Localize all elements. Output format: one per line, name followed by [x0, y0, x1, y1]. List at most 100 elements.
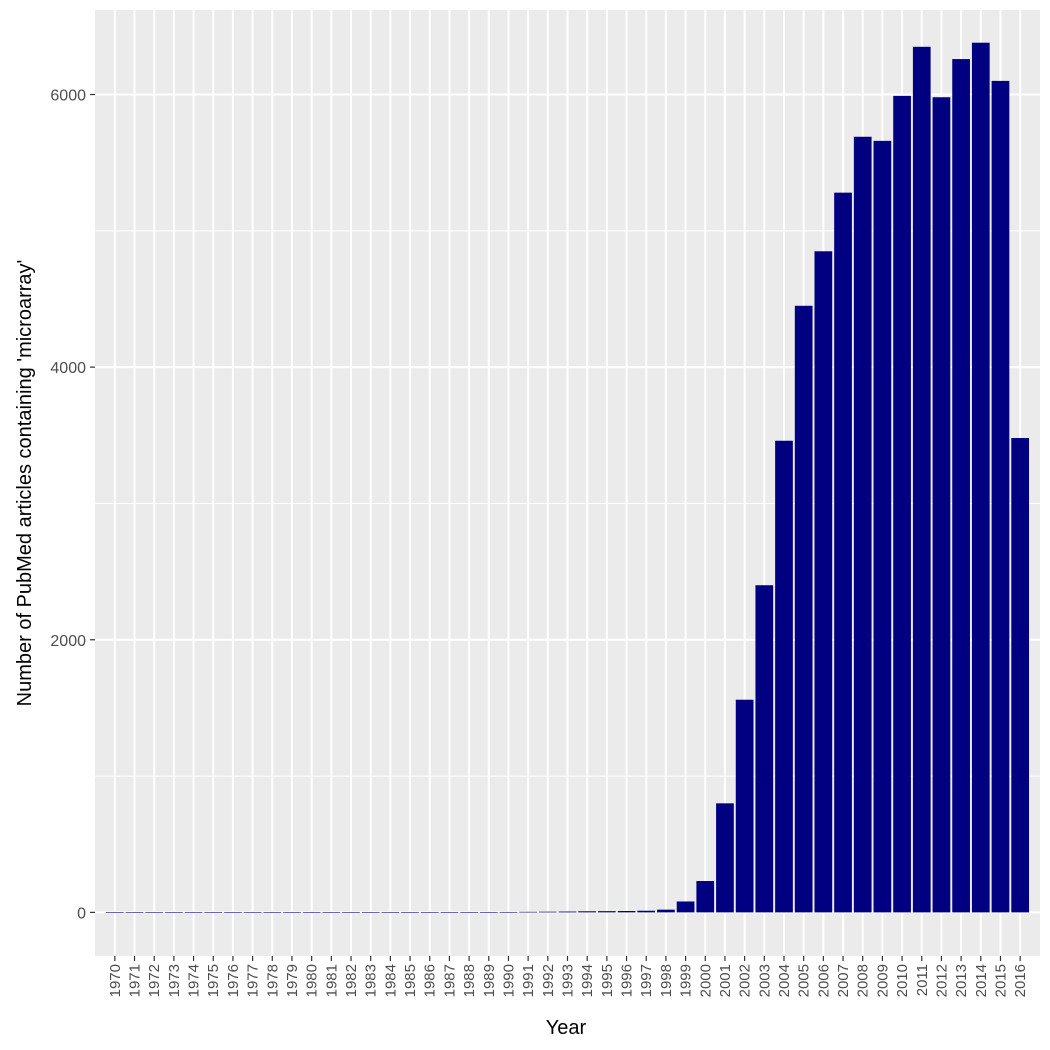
- y-axis-title: Number of PubMed articles containing 'mi…: [14, 260, 36, 707]
- bar: [283, 912, 301, 913]
- bar: [873, 140, 892, 913]
- x-tick-label: 1999: [678, 964, 695, 997]
- x-tick-label: 2009: [874, 964, 891, 997]
- x-axis: 1970 1971 1972 1973 1974 1975 1976 1977 1978 1979…: [107, 956, 1029, 997]
- bar: [637, 910, 656, 913]
- x-axis-title: Year: [546, 1017, 587, 1039]
- bar: [696, 881, 715, 913]
- bar: [794, 305, 813, 913]
- bar: [381, 912, 400, 913]
- x-tick-label: 1990: [500, 964, 517, 997]
- x-tick-label: 1978: [264, 964, 281, 997]
- bar: [834, 192, 852, 913]
- x-tick-label: 1996: [619, 964, 636, 997]
- bar: [361, 912, 380, 913]
- x-tick-label: 1979: [284, 964, 301, 997]
- x-tick-label: 2016: [1012, 964, 1029, 997]
- x-tick-label: 1971: [127, 964, 144, 997]
- x-tick-label: 1987: [441, 964, 458, 997]
- bar: [302, 912, 321, 913]
- bar: [971, 42, 990, 913]
- x-tick-label: 1986: [422, 964, 439, 997]
- x-tick-label: 1983: [363, 964, 380, 997]
- bar: [420, 912, 439, 913]
- bar: [224, 912, 242, 913]
- bar: [578, 911, 597, 913]
- x-tick-label: 2011: [914, 964, 931, 996]
- bar: [342, 912, 360, 913]
- bar: [893, 95, 911, 913]
- bar: [263, 912, 282, 913]
- x-tick-label: 2004: [776, 964, 793, 997]
- bar: [322, 912, 341, 913]
- x-tick-label: 2001: [717, 964, 734, 997]
- bar: [657, 909, 675, 913]
- x-tick-label: 1992: [540, 964, 557, 997]
- bar: [814, 251, 833, 913]
- bars: [105, 42, 1030, 913]
- x-tick-label: 1976: [225, 964, 242, 997]
- x-tick-label: 2000: [697, 964, 714, 997]
- x-tick-label: 2003: [756, 964, 773, 997]
- x-tick-label: 1995: [599, 964, 616, 997]
- bar: [519, 911, 537, 913]
- bar: [558, 911, 577, 913]
- x-tick-label: 2014: [973, 964, 990, 997]
- bar: [676, 901, 695, 913]
- bar: [598, 911, 616, 913]
- x-tick-label: 2015: [992, 964, 1009, 997]
- x-tick-label: 1973: [166, 964, 183, 997]
- bar: [538, 911, 557, 913]
- x-tick-label: 1984: [382, 964, 399, 997]
- x-tick-label: 1994: [579, 964, 596, 997]
- x-tick-label: 1974: [186, 964, 203, 997]
- x-tick-label: 1977: [245, 964, 262, 997]
- x-tick-label: 1993: [560, 964, 577, 997]
- x-tick-label: 2005: [796, 964, 813, 997]
- bar: [991, 80, 1010, 913]
- bar: [145, 912, 164, 913]
- y-tick-label: 4000: [50, 360, 86, 377]
- bar: [460, 912, 478, 913]
- bar: [105, 912, 124, 913]
- y-axis: 0 2000 4000 6000: [50, 88, 95, 922]
- bar: [617, 911, 636, 913]
- bar: [184, 912, 203, 913]
- x-tick-label: 2012: [933, 964, 950, 997]
- bar: [243, 912, 262, 913]
- x-tick-label: 2006: [815, 964, 832, 997]
- bar: [912, 46, 931, 913]
- bar: [401, 912, 419, 913]
- bar: [165, 912, 183, 913]
- bar: [479, 912, 498, 913]
- bar: [716, 803, 734, 913]
- x-tick-label: 2010: [894, 964, 911, 997]
- y-tick-label: 6000: [50, 88, 86, 105]
- x-tick-label: 1982: [343, 964, 360, 997]
- x-tick-label: 1985: [402, 964, 419, 997]
- x-tick-label: 2007: [835, 964, 852, 997]
- bar: [775, 440, 793, 913]
- bar: [952, 59, 970, 913]
- x-tick-label: 1991: [520, 964, 537, 997]
- bar: [204, 912, 223, 913]
- x-tick-label: 1975: [205, 964, 222, 997]
- bar: [932, 97, 951, 913]
- bar: [125, 912, 144, 913]
- bar: [735, 699, 754, 913]
- bar: [1011, 438, 1030, 913]
- x-tick-label: 1989: [481, 964, 498, 997]
- x-tick-label: 1970: [107, 964, 124, 997]
- y-tick-label: 2000: [50, 633, 86, 650]
- x-tick-label: 1997: [638, 964, 655, 997]
- x-tick-label: 2008: [855, 964, 872, 997]
- bar: [440, 912, 459, 913]
- y-tick-label: 0: [77, 905, 86, 922]
- x-tick-label: 1981: [323, 964, 340, 997]
- x-tick-label: 2002: [737, 964, 754, 997]
- bar: [499, 911, 518, 913]
- x-tick-label: 1988: [461, 964, 478, 997]
- x-tick-label: 1980: [304, 964, 321, 997]
- bar: [755, 585, 774, 913]
